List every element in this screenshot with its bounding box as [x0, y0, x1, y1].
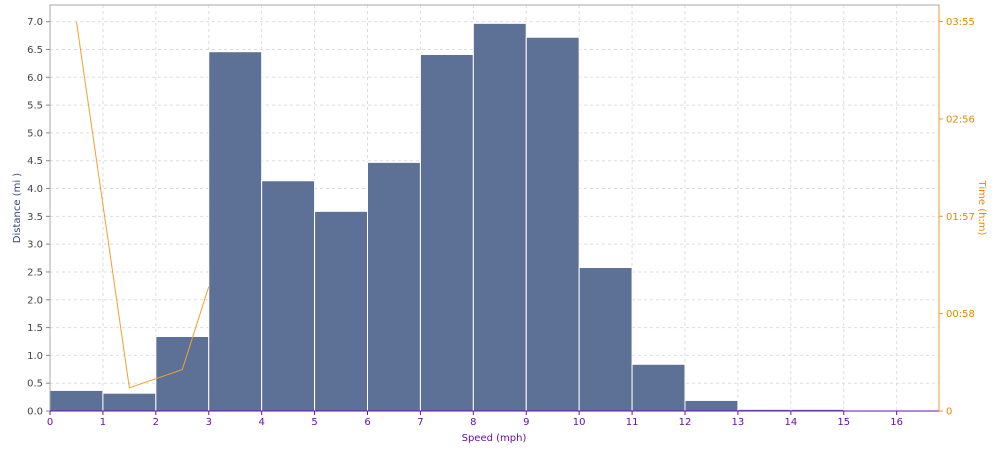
histogram-bar [578, 267, 633, 412]
y-tick-label: 0.0 [27, 407, 43, 418]
x-tick-label: 7 [417, 417, 423, 428]
y-tick-label: 5.0 [27, 128, 43, 139]
y2-axis-title: Time (h:m) [976, 180, 987, 236]
y-tick-label: 1.5 [27, 323, 43, 334]
histogram-bar [49, 389, 104, 412]
x-tick-label: 1 [100, 417, 106, 428]
y2-tick-label: 01:57 [946, 212, 975, 223]
y-tick-label: 3.5 [27, 212, 43, 223]
right-axis-ticks: 0 00:58 01:57 02:56 03:55 [939, 17, 975, 418]
x-tick-label: 14 [784, 417, 797, 428]
y-tick-label: 4.5 [27, 156, 43, 167]
y-tick-label: 1.0 [27, 351, 43, 362]
x-tick-label: 3 [206, 417, 212, 428]
x-axis-title: Speed (mph) [462, 433, 527, 444]
x-tick-label: 15 [837, 417, 850, 428]
x-tick-label: 11 [626, 417, 639, 428]
y2-tick-label: 0 [946, 407, 952, 418]
bottom-axis-ticks: 0 1 2 3 4 5 6 7 8 9 10 11 12 13 14 15 16 [47, 411, 903, 428]
y-tick-label: 5.5 [27, 101, 43, 112]
x-tick-label: 13 [732, 417, 745, 428]
y-tick-label: 2.5 [27, 267, 43, 278]
x-tick-label: 2 [153, 417, 159, 428]
histogram-bar [208, 51, 263, 412]
x-tick-label: 4 [258, 417, 264, 428]
x-tick-label: 12 [679, 417, 692, 428]
histogram-bar [419, 53, 474, 412]
x-tick-label: 5 [311, 417, 317, 428]
histogram-bar [314, 210, 369, 412]
histogram-bar [525, 36, 580, 412]
x-tick-label: 8 [470, 417, 476, 428]
x-tick-label: 9 [523, 417, 529, 428]
x-tick-label: 0 [47, 417, 53, 428]
y-tick-label: 0.5 [27, 379, 43, 390]
x-tick-label: 16 [890, 417, 903, 428]
time-line [75, 21, 210, 389]
x-tick-label: 6 [364, 417, 370, 428]
x-tick-label: 10 [573, 417, 586, 428]
left-axis-ticks: 0.0 0.5 1.0 1.5 2.0 2.5 3.0 3.5 4.0 4.5 5.0 5.5 6.0 6… [27, 17, 50, 418]
y2-tick-label: 00:58 [946, 309, 975, 320]
histogram-bar [261, 180, 316, 412]
y-tick-label: 7.0 [27, 17, 43, 28]
y-tick-label: 6.5 [27, 45, 43, 56]
y-tick-label: 3.0 [27, 240, 43, 251]
y-tick-label: 6.0 [27, 73, 43, 84]
histogram-bar [367, 161, 421, 412]
histogram-bar [631, 363, 686, 412]
y-tick-label: 2.0 [27, 295, 43, 306]
time-series-line [75, 21, 210, 389]
y-axis-title: Distance (mi ) [12, 173, 23, 244]
histogram-bar [472, 22, 527, 412]
y-tick-label: 4.0 [27, 184, 43, 195]
histogram-bar [155, 335, 210, 412]
y2-tick-label: 03:55 [946, 17, 975, 28]
y2-tick-label: 02:56 [946, 114, 975, 125]
histogram-bar [102, 392, 157, 412]
histogram-bar [684, 399, 739, 412]
